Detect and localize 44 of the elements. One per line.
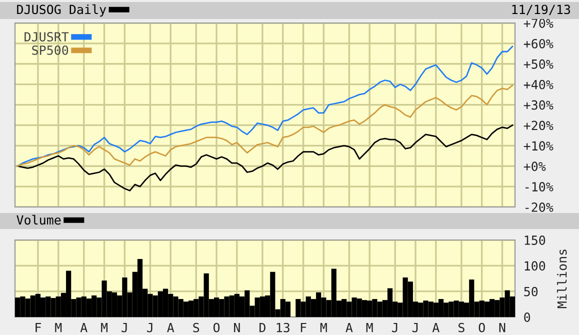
y-tick-label: -10% [526,182,554,192]
x-tick-label: M [55,323,62,332]
y-tick-label: +40% [524,80,554,90]
x-tick-label: M [320,323,327,332]
text: 11/19/13 [512,4,570,16]
x-tick-label: A [346,323,353,332]
x-tick-label: O [213,322,220,332]
y-tick-label: 100 [524,261,546,271]
line-series [16,124,514,192]
x-tick-label: J [147,323,152,332]
line-series [16,84,514,167]
y-tick-label: +30% [524,100,554,110]
x-tick-label: J [122,323,127,332]
x-tick-label: S [193,322,200,332]
x-tick-label: D [260,323,266,332]
line-series [16,46,514,167]
x-tick-label: J [392,323,398,332]
y-tick-label: 0 [524,312,530,322]
x-tick-label: M [366,323,373,332]
x-tick-label: F [36,323,41,332]
x-tick-label: M [101,323,108,332]
x-tick-label: O [478,322,485,332]
x-tick-label: N [234,323,240,332]
x-tick-label: F [300,323,306,332]
y-tick-label: -20% [526,202,554,212]
y-tick-label: +10% [524,141,554,151]
y-tick-label: +20% [524,120,554,130]
legend-label: DJUSRT [24,32,69,42]
y-tick-label: +50% [524,59,554,69]
x-tick-label: S [458,322,464,332]
y-tick-label: +0% [524,162,546,172]
x-tick-label: A [167,323,174,332]
legend-label: Volume [16,214,61,225]
legend-label: DJUSOG Daily [17,4,106,17]
x-tick-label: A [80,323,88,332]
x-tick-label: 13 [276,322,290,332]
x-tick-label: N [499,323,506,332]
y-axis-title: Millions [557,250,567,308]
x-tick-label: A [432,323,440,332]
x-tick-label: J [412,323,418,332]
y-tick-label: 50 [524,286,538,296]
legend-label: SP500 [32,45,68,55]
y-tick-label: +60% [524,38,554,48]
y-tick-label: 150 [524,236,546,245]
